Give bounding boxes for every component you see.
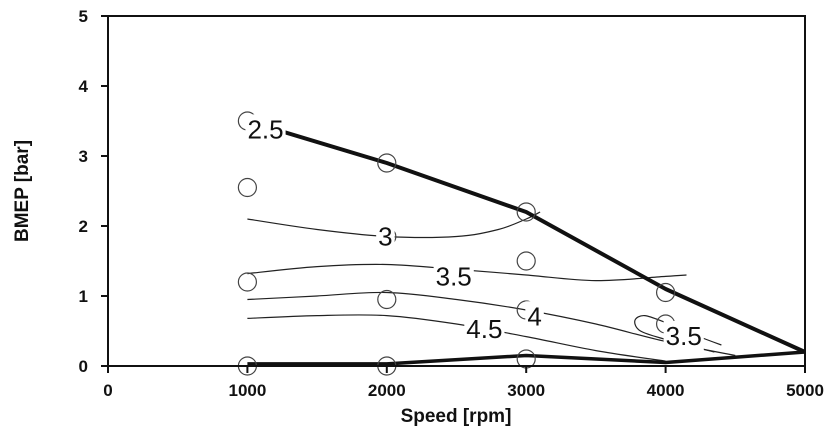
x-tick-label-5: 5000 xyxy=(786,381,824,400)
measurement-point-8 xyxy=(516,202,536,222)
contour-label-bg-3 xyxy=(525,301,544,332)
contour-label-bg-0 xyxy=(245,114,286,145)
measurement-point-4 xyxy=(377,153,397,173)
contour-label-5: 3.5 xyxy=(666,321,702,351)
contour-label-0: 2.5 xyxy=(247,114,283,144)
y-tick-label-2: 2 xyxy=(79,217,88,236)
measurement-point-6 xyxy=(377,289,397,310)
measurement-point-12 xyxy=(655,282,676,303)
contour-label-bg-2 xyxy=(433,261,474,292)
contour-line-3 xyxy=(247,314,666,362)
contour-label-bg-4 xyxy=(464,313,505,344)
y-tick-label-4: 4 xyxy=(79,77,89,96)
contour-label-bg-5 xyxy=(663,320,704,351)
contour-line-2 xyxy=(247,291,736,357)
y-tick-label-0: 0 xyxy=(79,357,88,376)
contour-label-3: 4 xyxy=(527,301,541,331)
x-tick-label-1: 1000 xyxy=(228,381,266,400)
contour-label-1: 3 xyxy=(378,221,392,251)
lower-boundary-line xyxy=(247,350,806,366)
contour-line-1 xyxy=(247,263,687,282)
contour-label-4: 4.5 xyxy=(466,314,502,344)
x-axis-label: Speed [rpm] xyxy=(401,406,512,427)
upper-boundary-line xyxy=(246,119,806,354)
y-tick-label-1: 1 xyxy=(79,287,88,306)
y-axis-label: BMEP [bar] xyxy=(12,140,33,242)
x-tick-label-3: 3000 xyxy=(507,381,545,400)
measurement-point-2 xyxy=(237,272,257,292)
measurement-point-1 xyxy=(237,177,257,198)
y-tick-label-5: 5 xyxy=(79,7,88,26)
x-tick-label-2: 2000 xyxy=(368,381,406,400)
contour-line-0 xyxy=(247,211,541,238)
y-tick-label-3: 3 xyxy=(79,147,88,166)
contour-label-bg-1 xyxy=(376,221,395,252)
x-tick-label-4: 4000 xyxy=(647,381,685,400)
x-tick-label-0: 0 xyxy=(103,381,112,400)
contour-label-2: 3.5 xyxy=(436,261,472,291)
plot-frame xyxy=(107,15,806,367)
measurement-point-9 xyxy=(516,251,536,271)
